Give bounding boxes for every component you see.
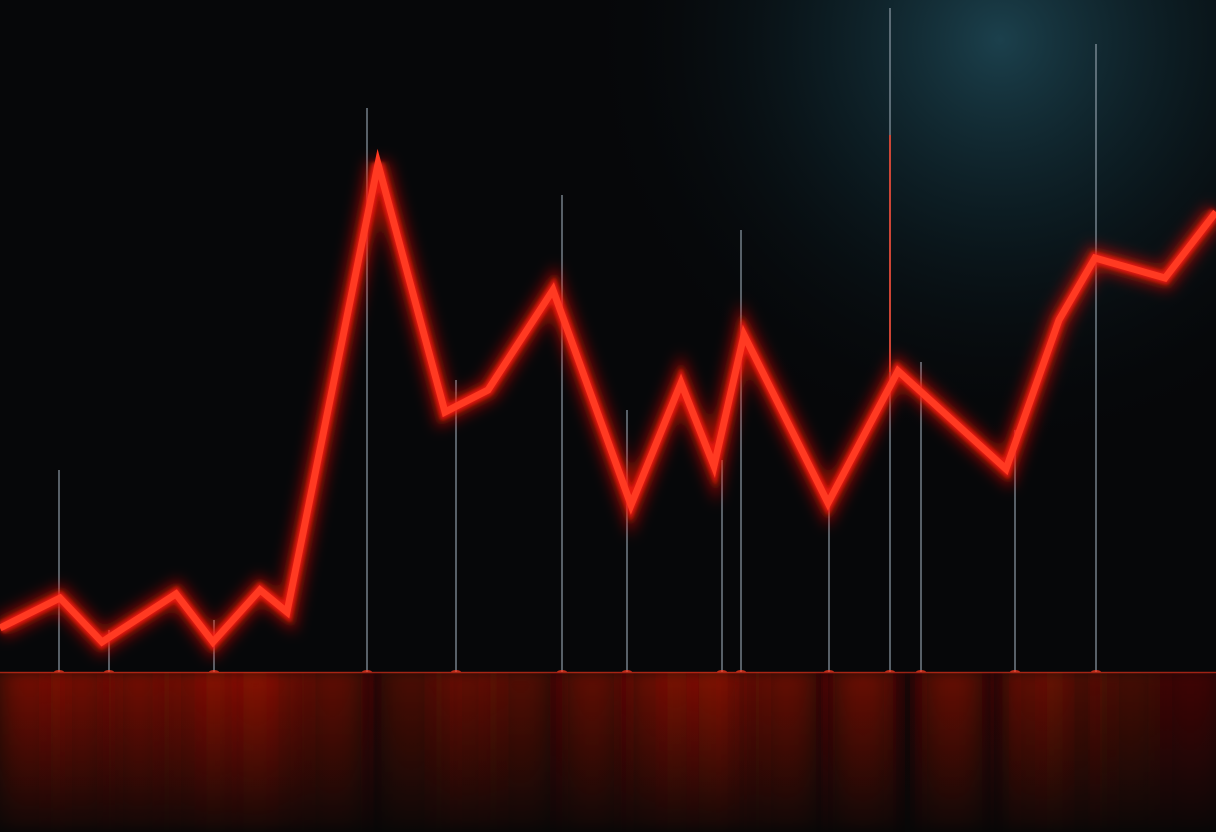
floor-reflection-streak xyxy=(1100,672,1160,832)
floor-reflection-streak xyxy=(718,672,726,832)
floor-reflection-streak xyxy=(886,672,894,832)
floor-reflection-streak xyxy=(105,672,113,832)
floor-reflection-streak xyxy=(243,672,304,832)
floor-reflection-streak xyxy=(436,672,497,832)
floor-reflection-streak xyxy=(833,672,893,832)
floor-reflection-streak xyxy=(623,672,631,832)
floor-reflection-streak xyxy=(558,672,566,832)
floor-reflection-streak xyxy=(562,672,622,832)
floor-reflection-streak xyxy=(756,672,816,832)
floor-reflection-streak xyxy=(452,672,460,832)
floor-reflection-streak xyxy=(55,672,63,832)
floor-reflection-streak xyxy=(302,672,363,832)
floor-reflection-streak xyxy=(381,672,442,832)
floor-reflection-streak xyxy=(490,672,551,832)
floor-reflection-streak xyxy=(1160,672,1216,832)
floor-reflections xyxy=(0,672,1216,832)
floor-reflection-streak xyxy=(210,672,218,832)
floor-reflection-streak xyxy=(363,672,371,832)
floor-reflection-streak xyxy=(1011,672,1019,832)
floor-reflection-streak xyxy=(825,672,833,832)
floor-reflection-streak xyxy=(922,672,982,832)
floor-reflection-streak xyxy=(737,672,745,832)
floor-reflection-streak xyxy=(109,672,169,832)
red-zigzag-line xyxy=(0,148,1216,648)
floor-reflection-streak xyxy=(699,672,759,832)
floor-reflection-streak xyxy=(917,672,925,832)
floor-reflection-streak xyxy=(0,672,60,832)
floor-reflection-streak xyxy=(1092,672,1100,832)
